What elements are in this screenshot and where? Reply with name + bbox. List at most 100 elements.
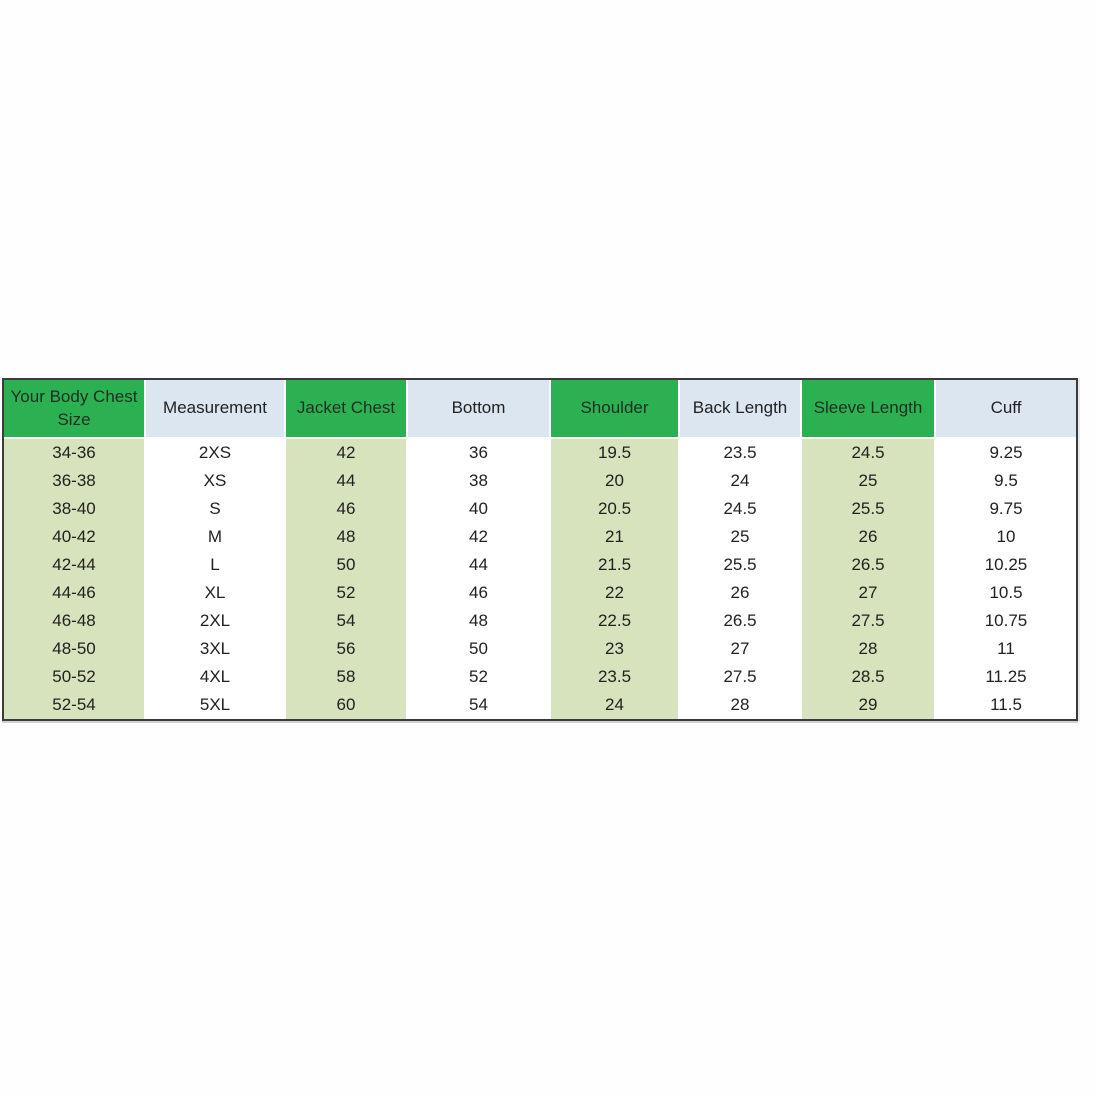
- column-header-bottom: Bottom: [407, 380, 551, 439]
- column-header-jacket-chest: Jacket Chest: [285, 380, 408, 439]
- table-row: 34-36 2XS 42 36 19.5 23.5 24.5 9.25: [4, 438, 1076, 467]
- cell-bottom-row3: 40: [407, 495, 551, 523]
- cell-bottom-row10: 54: [407, 691, 551, 719]
- cell-sleeve-length-row4: 26: [801, 523, 936, 551]
- cell-back-length-row10: 28: [679, 691, 802, 719]
- cell-your-body-chest-size-row10: 52-54: [4, 691, 146, 719]
- cell-sleeve-length-row10: 29: [801, 691, 936, 719]
- cell-cuff-row3: 9.75: [935, 495, 1076, 523]
- cell-jacket-chest-row6: 52: [285, 579, 408, 607]
- cell-sleeve-length-row9: 28.5: [801, 663, 936, 691]
- cell-cuff-row7: 10.75: [935, 607, 1076, 635]
- cell-back-length-row3: 24.5: [679, 495, 802, 523]
- cell-your-body-chest-size-row4: 40-42: [4, 523, 146, 551]
- cell-measurement-row5: L: [145, 551, 286, 579]
- column-header-back-length: Back Length: [679, 380, 802, 439]
- table-row: 44-46 XL 52 46 22 26 27 10.5: [4, 579, 1076, 607]
- cell-cuff-row4: 10: [935, 523, 1076, 551]
- cell-your-body-chest-size-row7: 46-48: [4, 607, 146, 635]
- cell-jacket-chest-row2: 44: [285, 467, 408, 495]
- column-header-measurement: Measurement: [145, 380, 286, 439]
- column-header-your-body-chest-size: Your Body Chest Size: [4, 380, 146, 439]
- cell-bottom-row1: 36: [407, 438, 551, 467]
- table-row: 48-50 3XL 56 50 23 27 28 11: [4, 635, 1076, 663]
- table-row: 40-42 M 48 42 21 25 26 10: [4, 523, 1076, 551]
- table-row: 46-48 2XL 54 48 22.5 26.5 27.5 10.75: [4, 607, 1076, 635]
- cell-bottom-row7: 48: [407, 607, 551, 635]
- cell-your-body-chest-size-row3: 38-40: [4, 495, 146, 523]
- cell-sleeve-length-row1: 24.5: [801, 438, 936, 467]
- cell-back-length-row8: 27: [679, 635, 802, 663]
- cell-measurement-row3: S: [145, 495, 286, 523]
- cell-sleeve-length-row3: 25.5: [801, 495, 936, 523]
- cell-jacket-chest-row4: 48: [285, 523, 408, 551]
- cell-sleeve-length-row2: 25: [801, 467, 936, 495]
- cell-sleeve-length-row5: 26.5: [801, 551, 936, 579]
- cell-your-body-chest-size-row5: 42-44: [4, 551, 146, 579]
- cell-jacket-chest-row3: 46: [285, 495, 408, 523]
- cell-shoulder-row3: 20.5: [550, 495, 680, 523]
- size-chart-table: Your Body Chest Size Measurement Jacket Ch…: [2, 378, 1078, 721]
- cell-shoulder-row2: 20: [550, 467, 680, 495]
- header-row: Your Body Chest Size Measurement Jacket Ch…: [4, 380, 1076, 439]
- cell-your-body-chest-size-row8: 48-50: [4, 635, 146, 663]
- cell-sleeve-length-row8: 28: [801, 635, 936, 663]
- cell-back-length-row9: 27.5: [679, 663, 802, 691]
- cell-bottom-row9: 52: [407, 663, 551, 691]
- cell-measurement-row4: M: [145, 523, 286, 551]
- cell-jacket-chest-row10: 60: [285, 691, 408, 719]
- cell-your-body-chest-size-row2: 36-38: [4, 467, 146, 495]
- cell-cuff-row10: 11.5: [935, 691, 1076, 719]
- cell-shoulder-row1: 19.5: [550, 438, 680, 467]
- cell-measurement-row10: 5XL: [145, 691, 286, 719]
- cell-measurement-row1: 2XS: [145, 438, 286, 467]
- cell-bottom-row6: 46: [407, 579, 551, 607]
- cell-measurement-row6: XL: [145, 579, 286, 607]
- table-row: 36-38 XS 44 38 20 24 25 9.5: [4, 467, 1076, 495]
- cell-jacket-chest-row7: 54: [285, 607, 408, 635]
- column-header-cuff: Cuff: [935, 380, 1076, 439]
- size-chart: Your Body Chest Size Measurement Jacket Ch…: [4, 380, 1076, 719]
- cell-cuff-row8: 11: [935, 635, 1076, 663]
- cell-shoulder-row6: 22: [550, 579, 680, 607]
- cell-bottom-row2: 38: [407, 467, 551, 495]
- cell-cuff-row2: 9.5: [935, 467, 1076, 495]
- cell-shoulder-row7: 22.5: [550, 607, 680, 635]
- cell-back-length-row2: 24: [679, 467, 802, 495]
- cell-back-length-row1: 23.5: [679, 438, 802, 467]
- cell-jacket-chest-row8: 56: [285, 635, 408, 663]
- cell-cuff-row1: 9.25: [935, 438, 1076, 467]
- cell-back-length-row6: 26: [679, 579, 802, 607]
- cell-back-length-row7: 26.5: [679, 607, 802, 635]
- cell-jacket-chest-row5: 50: [285, 551, 408, 579]
- cell-bottom-row8: 50: [407, 635, 551, 663]
- cell-back-length-row4: 25: [679, 523, 802, 551]
- cell-sleeve-length-row6: 27: [801, 579, 936, 607]
- cell-shoulder-row5: 21.5: [550, 551, 680, 579]
- column-header-shoulder: Shoulder: [550, 380, 680, 439]
- cell-your-body-chest-size-row9: 50-52: [4, 663, 146, 691]
- cell-jacket-chest-row1: 42: [285, 438, 408, 467]
- cell-shoulder-row8: 23: [550, 635, 680, 663]
- cell-jacket-chest-row9: 58: [285, 663, 408, 691]
- cell-measurement-row7: 2XL: [145, 607, 286, 635]
- cell-back-length-row5: 25.5: [679, 551, 802, 579]
- cell-your-body-chest-size-row6: 44-46: [4, 579, 146, 607]
- cell-cuff-row5: 10.25: [935, 551, 1076, 579]
- cell-measurement-row2: XS: [145, 467, 286, 495]
- cell-measurement-row8: 3XL: [145, 635, 286, 663]
- table-row: 42-44 L 50 44 21.5 25.5 26.5 10.25: [4, 551, 1076, 579]
- cell-bottom-row4: 42: [407, 523, 551, 551]
- cell-shoulder-row4: 21: [550, 523, 680, 551]
- cell-cuff-row6: 10.5: [935, 579, 1076, 607]
- cell-bottom-row5: 44: [407, 551, 551, 579]
- table-row: 52-54 5XL 60 54 24 28 29 11.5: [4, 691, 1076, 719]
- cell-your-body-chest-size-row1: 34-36: [4, 438, 146, 467]
- cell-shoulder-row9: 23.5: [550, 663, 680, 691]
- column-header-sleeve-length: Sleeve Length: [801, 380, 936, 439]
- cell-shoulder-row10: 24: [550, 691, 680, 719]
- table-row: 50-52 4XL 58 52 23.5 27.5 28.5 11.25: [4, 663, 1076, 691]
- table-row: 38-40 S 46 40 20.5 24.5 25.5 9.75: [4, 495, 1076, 523]
- cell-sleeve-length-row7: 27.5: [801, 607, 936, 635]
